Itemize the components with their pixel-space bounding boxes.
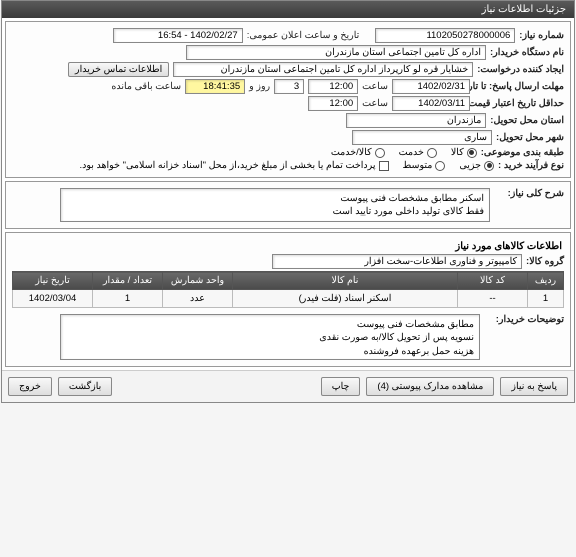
delivery-city-label: شهر محل تحویل: <box>496 132 564 143</box>
respond-button[interactable]: پاسخ به نیاز <box>500 377 568 396</box>
send-deadline-date: 1402/02/31 <box>392 79 470 94</box>
need-desc-label: شرح کلی نیاز: <box>494 188 564 199</box>
col-row: ردیف <box>528 272 564 290</box>
delivery-province-field: مازندران <box>346 113 486 128</box>
radio-icon <box>427 148 437 158</box>
cell-need-date: 1402/03/04 <box>13 290 93 308</box>
announce-date-field: 1402/02/27 - 16:54 <box>113 28 243 43</box>
radio-icon <box>435 161 445 171</box>
time-remain: 18:41:35 <box>185 79 245 94</box>
buyer-org-label: نام دستگاه خریدار: <box>490 47 564 58</box>
need-desc-textarea[interactable]: اسکنر مطابق مشخصات فنی پیوست فقط کالای ت… <box>60 188 490 222</box>
cell-name: اسکنر اسناد (فلت فیدر) <box>233 290 458 308</box>
buy-process-group: جزیی متوسط پرداخت تمام یا بخشی از مبلغ خ… <box>79 160 494 171</box>
cell-code: -- <box>458 290 528 308</box>
delivery-province-label: استان محل تحویل: <box>490 115 564 126</box>
time-label-2: ساعت <box>362 98 388 109</box>
goods-group-field: کامپیوتر و فناوری اطلاعات-سخت افزار <box>272 254 522 269</box>
exit-button[interactable]: خروج <box>8 377 52 396</box>
footer-bar: پاسخ به نیاز مشاهده مدارک پیوستی (4) چاپ… <box>2 370 574 402</box>
window-title: جزئیات اطلاعات نیاز <box>482 4 566 15</box>
back-button[interactable]: بازگشت <box>58 377 112 396</box>
time-remain-suffix: ساعت باقی مانده <box>111 81 181 92</box>
cell-unit: عدد <box>163 290 233 308</box>
buyer-org-field: اداره کل تامین اجتماعی استان مازندران <box>186 45 486 60</box>
col-name: نام کالا <box>233 272 458 290</box>
buyer-notes-textarea[interactable]: مطابق مشخصات فنی پیوست نسویه پس از تحویل… <box>60 314 480 360</box>
subject-service-radio[interactable]: خدمت <box>399 147 437 158</box>
need-desc-panel: شرح کلی نیاز: اسکنر مطابق مشخصات فنی پیو… <box>5 181 571 229</box>
subject-goods-service-radio[interactable]: کالا/خدمت <box>331 147 385 158</box>
send-deadline-time: 12:00 <box>308 79 358 94</box>
contact-buyer-button[interactable]: اطلاعات تماس خریدار <box>68 62 169 77</box>
min-validity-date: 1402/03/11 <box>392 96 470 111</box>
details-window: جزئیات اطلاعات نیاز شماره نیاز: 11020502… <box>1 0 575 403</box>
days-remain: 3 <box>274 79 304 94</box>
proc-islamic-check[interactable]: پرداخت تمام یا بخشی از مبلغ خرید،از محل … <box>79 160 388 171</box>
radio-icon <box>467 148 477 158</box>
need-number-field: 1102050278000006 <box>375 28 515 43</box>
cell-qty: 1 <box>93 290 163 308</box>
time-label-1: ساعت <box>362 81 388 92</box>
subject-goods-radio[interactable]: کالا <box>451 147 477 158</box>
table-header-row: ردیف کد کالا نام کالا واحد شمارش تعداد /… <box>13 272 564 290</box>
min-validity-label: حداقل تاریخ اعتبار قیمت: تا تاریخ: <box>474 98 564 109</box>
main-info-panel: شماره نیاز: 1102050278000006 تاریخ و ساع… <box>5 21 571 178</box>
subject-class-label: طبقه بندی موضوعی: <box>481 147 564 158</box>
print-button[interactable]: چاپ <box>321 377 361 396</box>
footer-spacer <box>118 377 314 396</box>
need-number-label: شماره نیاز: <box>519 30 564 41</box>
buy-process-label: نوع فرآیند خرید : <box>498 160 564 171</box>
cell-row: 1 <box>528 290 564 308</box>
col-unit: واحد شمارش <box>163 272 233 290</box>
table-row[interactable]: 1 -- اسکنر اسناد (فلت فیدر) عدد 1 1402/0… <box>13 290 564 308</box>
request-creator-label: ایجاد کننده درخواست: <box>477 64 564 75</box>
col-qty: تعداد / مقدار <box>93 272 163 290</box>
proc-small-radio[interactable]: جزیی <box>459 160 494 171</box>
attachments-button[interactable]: مشاهده مدارک پیوستی (4) <box>366 377 494 396</box>
day-label: روز و <box>249 81 270 92</box>
subject-class-group: کالا خدمت کالا/خدمت <box>331 147 477 158</box>
buyer-notes-label: توضیحات خریدار: <box>484 314 564 325</box>
radio-icon <box>484 161 494 171</box>
goods-table: ردیف کد کالا نام کالا واحد شمارش تعداد /… <box>12 271 564 308</box>
col-need-date: تاریخ نیاز <box>13 272 93 290</box>
delivery-city-field: ساری <box>352 130 492 145</box>
goods-info-panel: اطلاعات کالاهای مورد نیاز گروه کالا: کام… <box>5 232 571 367</box>
col-code: کد کالا <box>458 272 528 290</box>
radio-icon <box>375 148 385 158</box>
proc-medium-radio[interactable]: متوسط <box>403 160 446 171</box>
window-titlebar: جزئیات اطلاعات نیاز <box>2 1 574 18</box>
request-creator-field: خشایار قره لو کارپرداز اداره کل تامین اج… <box>173 62 473 77</box>
announce-date-label: تاریخ و ساعت اعلان عمومی: <box>247 30 360 41</box>
checkbox-icon <box>379 161 389 171</box>
send-deadline-label: مهلت ارسال پاسخ: تا تاریخ: <box>474 81 564 92</box>
min-validity-time: 12:00 <box>308 96 358 111</box>
goods-group-label: گروه کالا: <box>526 256 564 267</box>
goods-info-title: اطلاعات کالاهای مورد نیاز <box>14 241 562 252</box>
